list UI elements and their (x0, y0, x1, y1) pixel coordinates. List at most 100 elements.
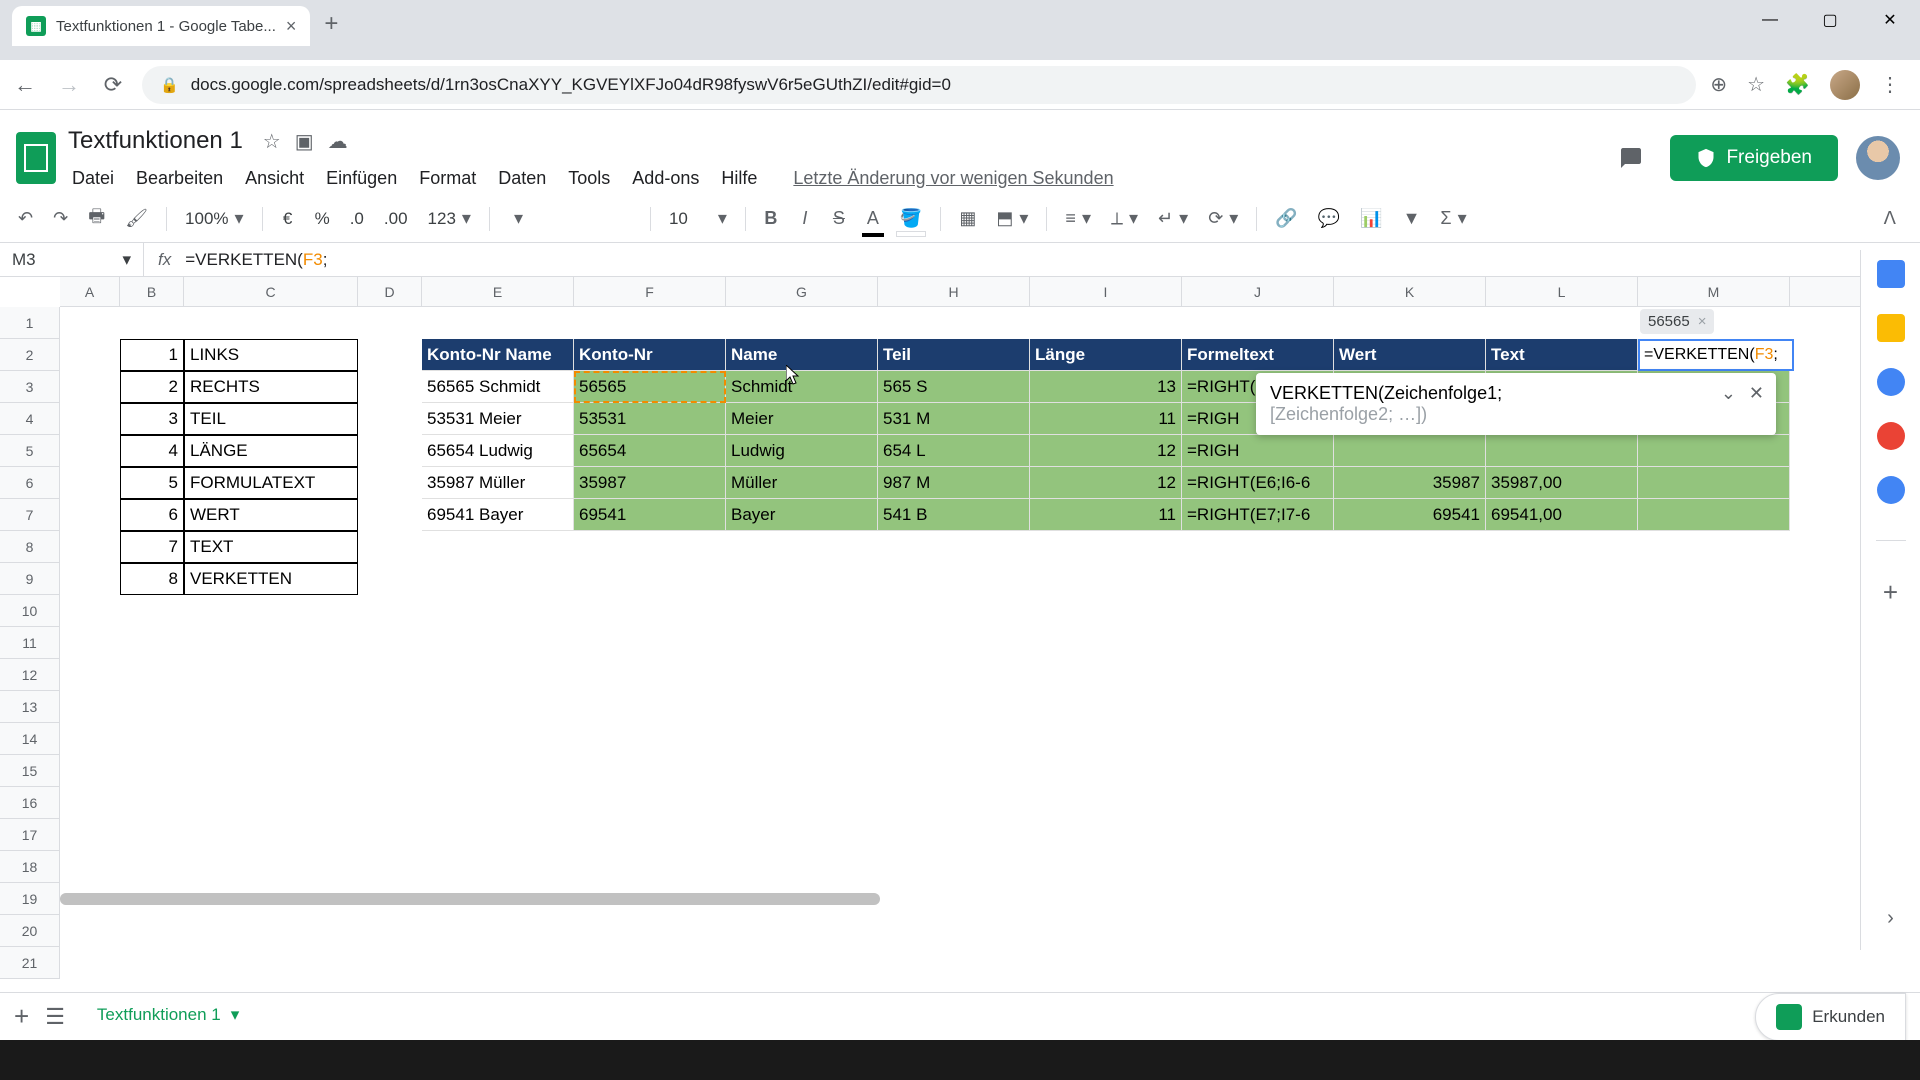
percent-button[interactable]: % (307, 203, 338, 235)
cell-L7[interactable]: 69541,00 (1486, 499, 1638, 531)
cell-H5[interactable]: 654 L (878, 435, 1030, 467)
row-header-19[interactable]: 19 (0, 883, 59, 915)
cell-I4[interactable]: 11 (1030, 403, 1182, 435)
all-sheets-button[interactable]: ☰ (45, 1004, 65, 1030)
sheet-tab[interactable]: Textfunktionen 1 ▾ (81, 997, 255, 1036)
cell-G4[interactable]: Meier (726, 403, 878, 435)
col-header-B[interactable]: B (120, 277, 184, 306)
cell-B3[interactable]: 2 (120, 371, 184, 403)
row-header-11[interactable]: 11 (0, 627, 59, 659)
font-size-dropdown[interactable]: 10▾ (661, 204, 735, 233)
browser-menu-icon[interactable]: ⋮ (1880, 72, 1900, 97)
merge-button[interactable]: ⬒▾ (988, 204, 1036, 233)
row-header-15[interactable]: 15 (0, 755, 59, 787)
cell-F3[interactable]: 56565 (574, 371, 726, 403)
cell-G2[interactable]: Name (726, 339, 878, 371)
row-header-16[interactable]: 16 (0, 787, 59, 819)
rotate-button[interactable]: ⟳▾ (1200, 204, 1246, 233)
reload-button[interactable]: ⟳ (98, 72, 128, 98)
name-box[interactable]: M3 ▾ (0, 243, 144, 276)
valign-button[interactable]: ⟂▾ (1103, 204, 1146, 233)
maps-addon-icon[interactable] (1877, 476, 1905, 504)
menu-datei[interactable]: Datei (62, 164, 124, 193)
cell-E7[interactable]: 69541 Bayer (422, 499, 574, 531)
sheet-tab-menu-icon[interactable]: ▾ (231, 1005, 240, 1025)
row-header-21[interactable]: 21 (0, 947, 59, 979)
cell-G7[interactable]: Bayer (726, 499, 878, 531)
cell-H7[interactable]: 541 B (878, 499, 1030, 531)
cell-C7[interactable]: WERT (184, 499, 358, 531)
zoom-icon[interactable]: ⊕ (1710, 72, 1727, 97)
col-header-D[interactable]: D (358, 277, 422, 306)
browser-profile-avatar[interactable] (1830, 70, 1860, 100)
explore-button[interactable]: Erkunden (1755, 993, 1906, 1041)
cell-H6[interactable]: 987 M (878, 467, 1030, 499)
cell-K2[interactable]: Wert (1334, 339, 1486, 371)
share-button[interactable]: Freigeben (1670, 135, 1838, 181)
menu-tools[interactable]: Tools (558, 164, 620, 193)
cell-B6[interactable]: 5 (120, 467, 184, 499)
calendar-addon-icon[interactable] (1877, 260, 1905, 288)
cell-F4[interactable]: 53531 (574, 403, 726, 435)
cell-K6[interactable]: 35987 (1334, 467, 1486, 499)
cell-I2[interactable]: Länge (1030, 339, 1182, 371)
cell-C8[interactable]: TEXT (184, 531, 358, 563)
cell-I3[interactable]: 13 (1030, 371, 1182, 403)
cell-I7[interactable]: 11 (1030, 499, 1182, 531)
cell-K7[interactable]: 69541 (1334, 499, 1486, 531)
decrease-decimal-button[interactable]: .0 (342, 203, 372, 235)
new-tab-button[interactable]: + (324, 10, 338, 38)
cell-L2[interactable]: Text (1486, 339, 1638, 371)
cell-C2[interactable]: LINKS (184, 339, 358, 371)
col-header-C[interactable]: C (184, 277, 358, 306)
col-header-H[interactable]: H (878, 277, 1030, 306)
number-format-dropdown[interactable]: 123▾ (420, 204, 479, 233)
cell-B5[interactable]: 4 (120, 435, 184, 467)
name-box-dropdown-icon[interactable]: ▾ (122, 250, 131, 270)
row-header-5[interactable]: 5 (0, 435, 59, 467)
redo-button[interactable]: ↷ (45, 202, 76, 235)
menu-einfuegen[interactable]: Einfügen (316, 164, 407, 193)
bold-button[interactable]: B (756, 202, 786, 235)
col-header-F[interactable]: F (574, 277, 726, 306)
formula-input[interactable]: =VERKETTEN(F3; (185, 250, 327, 270)
add-addon-icon[interactable]: + (1883, 577, 1898, 608)
chip-close-icon[interactable]: × (1698, 313, 1707, 330)
spreadsheet-grid[interactable]: ABCDEFGHIJKLM 12345678910111213141516171… (0, 277, 1920, 997)
row-header-18[interactable]: 18 (0, 851, 59, 883)
filter-button[interactable]: ▼ (1395, 202, 1429, 235)
comments-button[interactable] (1610, 137, 1652, 179)
collapse-toolbar-icon[interactable]: ᐱ (1884, 208, 1910, 229)
cell-L6[interactable]: 35987,00 (1486, 467, 1638, 499)
menu-ansicht[interactable]: Ansicht (235, 164, 314, 193)
cell-H3[interactable]: 565 S (878, 371, 1030, 403)
hide-sidepanel-icon[interactable]: › (1887, 907, 1894, 930)
help-expand-icon[interactable]: ⌄ (1721, 383, 1736, 404)
url-field[interactable]: 🔒 docs.google.com/spreadsheets/d/1rn3osC… (142, 66, 1696, 104)
wrap-button[interactable]: ↵▾ (1150, 204, 1196, 233)
menu-daten[interactable]: Daten (488, 164, 556, 193)
help-close-icon[interactable]: ✕ (1749, 383, 1764, 404)
currency-button[interactable]: € (273, 203, 303, 235)
cell-J6[interactable]: =RIGHT(E6;I6-6 (1182, 467, 1334, 499)
row-header-20[interactable]: 20 (0, 915, 59, 947)
row-header-2[interactable]: 2 (0, 339, 59, 371)
last-edit-link[interactable]: Letzte Änderung vor wenigen Sekunden (783, 164, 1123, 193)
cell-H2[interactable]: Teil (878, 339, 1030, 371)
menu-addons[interactable]: Add-ons (622, 164, 709, 193)
maximize-button[interactable]: ▢ (1800, 0, 1860, 40)
move-icon[interactable]: ▣ (295, 129, 314, 154)
cell-F6[interactable]: 35987 (574, 467, 726, 499)
bookmark-icon[interactable]: ☆ (1747, 72, 1765, 97)
halign-button[interactable]: ≡▾ (1057, 204, 1099, 233)
cell-C6[interactable]: FORMULATEXT (184, 467, 358, 499)
cell-K5[interactable] (1334, 435, 1486, 467)
back-button[interactable]: ← (10, 72, 40, 98)
cell-B7[interactable]: 6 (120, 499, 184, 531)
cell-L5[interactable] (1486, 435, 1638, 467)
comment-button[interactable]: 💬 (1310, 202, 1348, 235)
document-title[interactable]: Textfunktionen 1 (62, 125, 249, 157)
font-family-dropdown[interactable]: ▾ (500, 204, 640, 233)
cell-B8[interactable]: 7 (120, 531, 184, 563)
contacts-addon-icon[interactable] (1877, 422, 1905, 450)
